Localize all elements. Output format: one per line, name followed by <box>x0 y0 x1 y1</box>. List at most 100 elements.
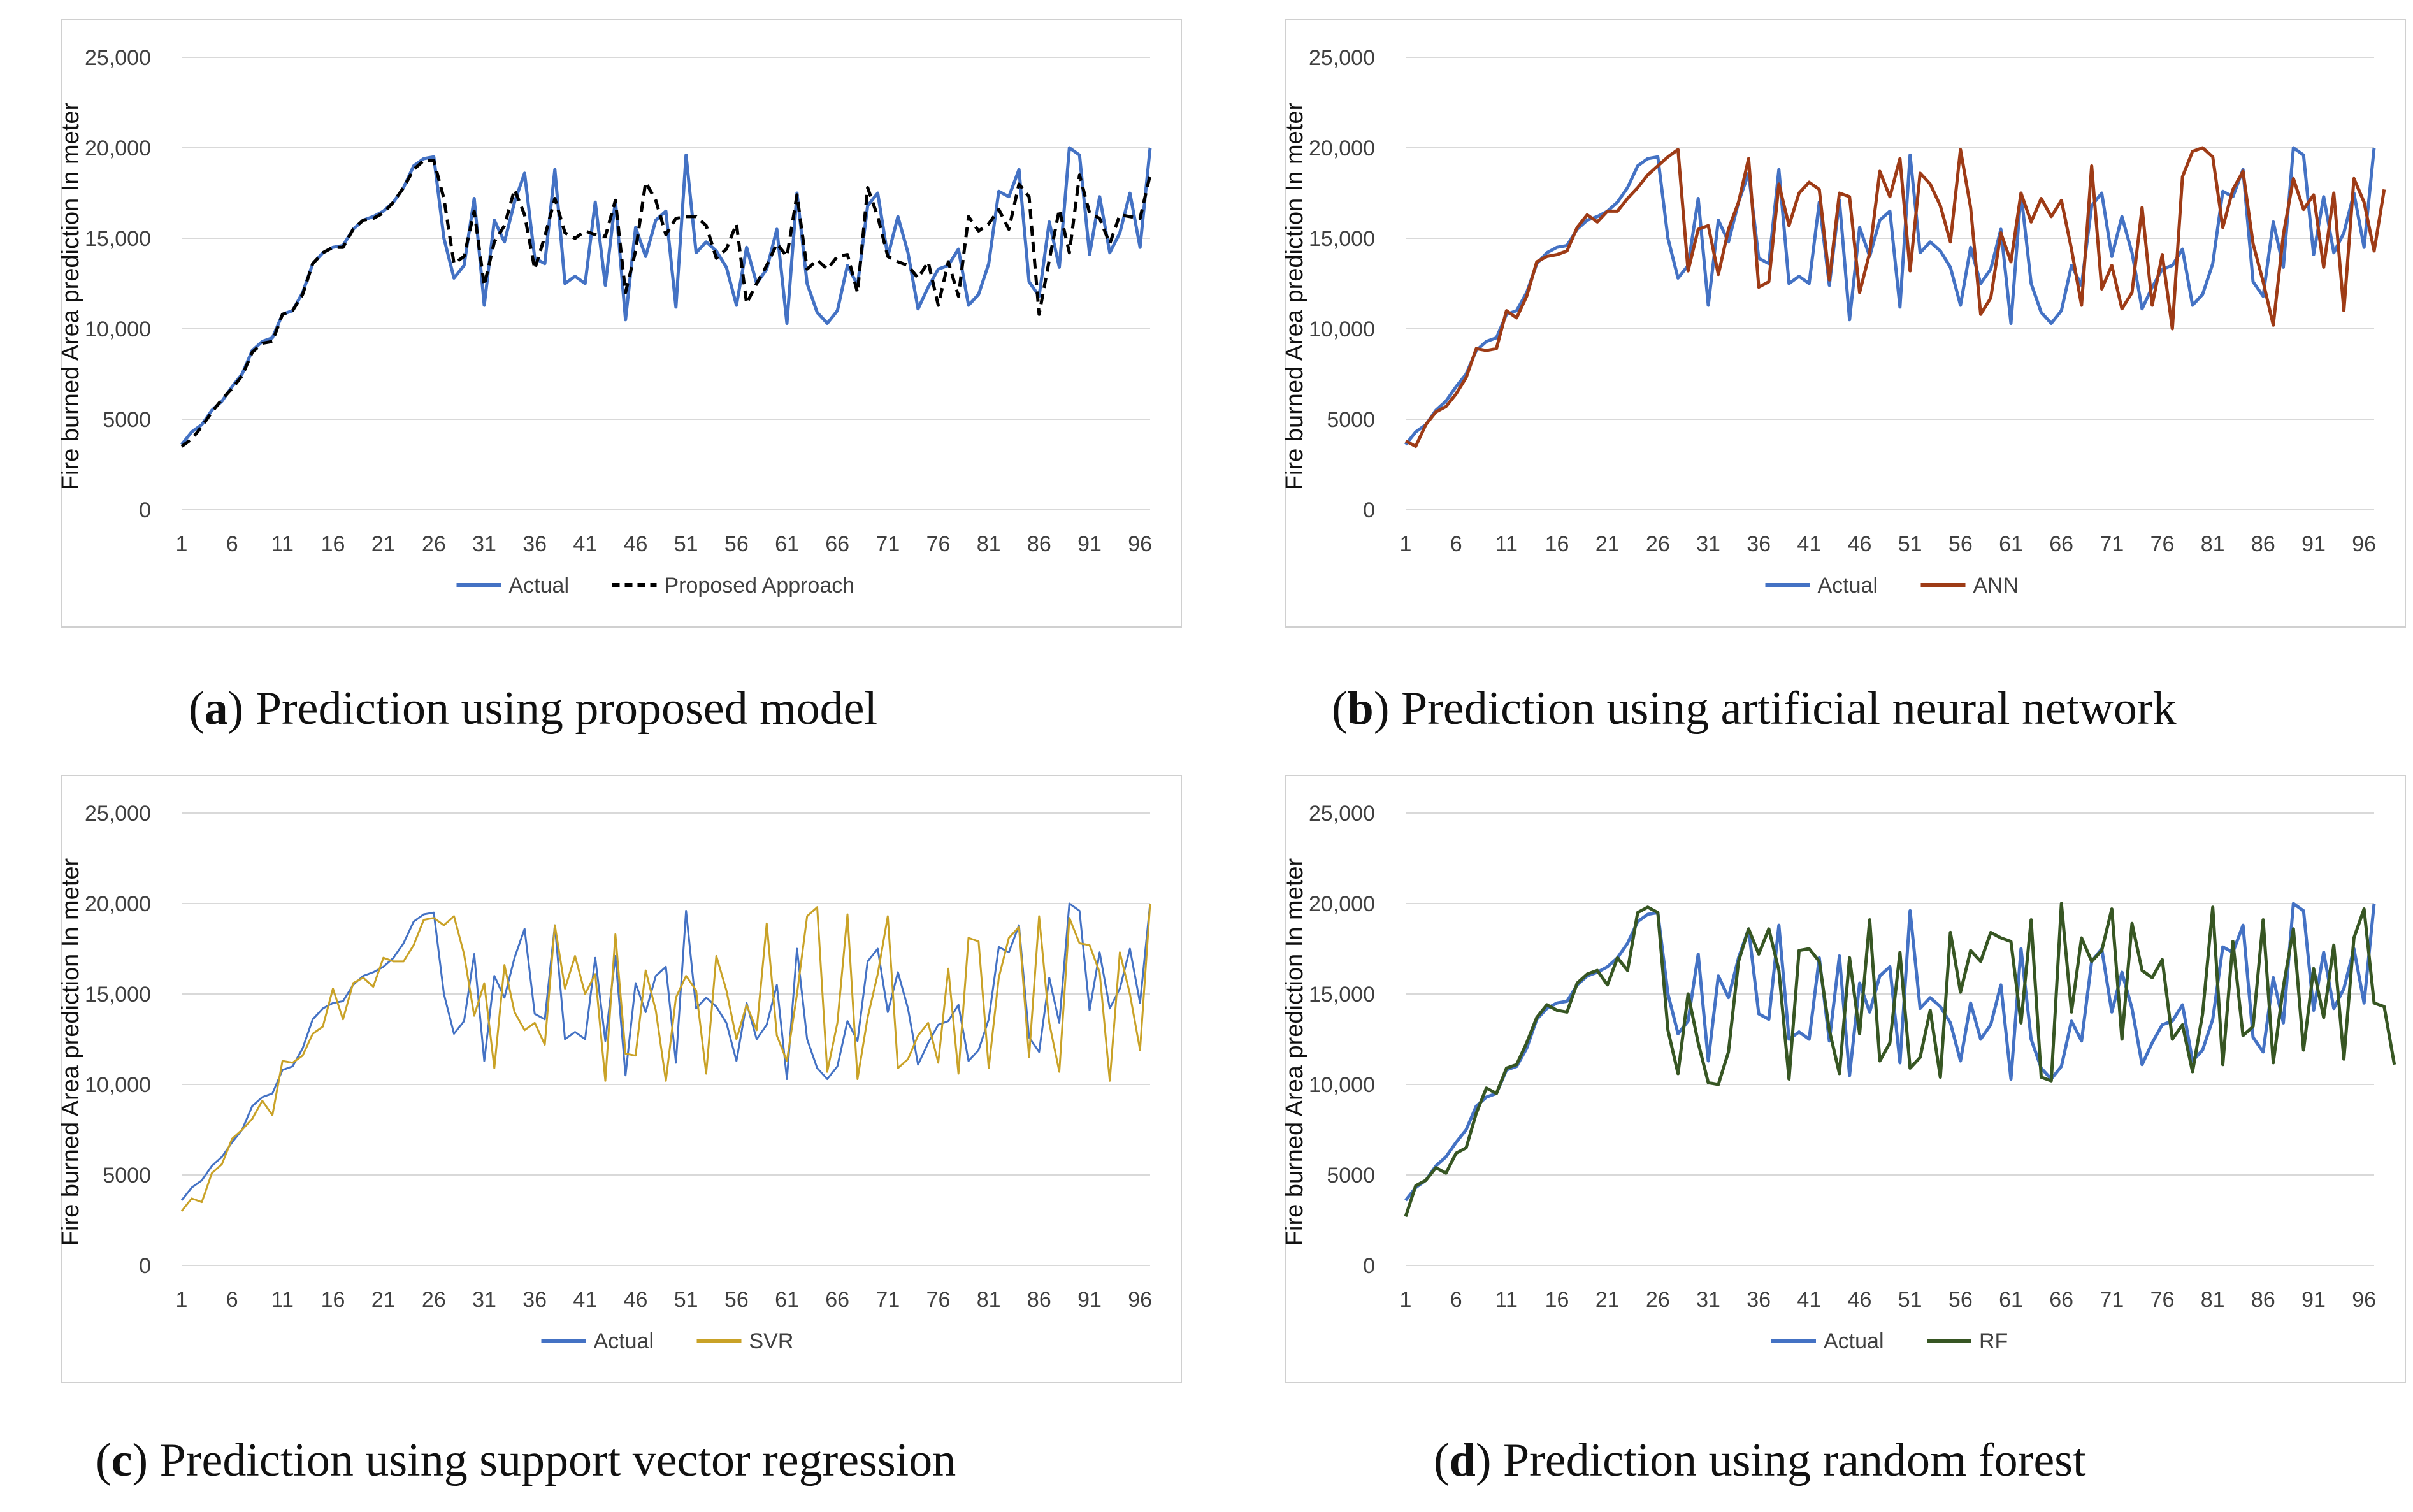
chart-panel-a: 0 5000 10,000 15,000 20,000 25,000 1 6 11 16 21 26 3… <box>61 19 1182 628</box>
x-tick-label: 6 <box>1450 1288 1462 1312</box>
x-tick-label: 61 <box>1999 1288 2023 1312</box>
x-tick-label: 11 <box>271 1288 294 1312</box>
series-line-svr <box>180 903 1151 1212</box>
x-tick-label: 21 <box>371 1288 396 1312</box>
y-tick-label: 20,000 <box>85 892 151 916</box>
x-tick-label: 56 <box>724 532 749 556</box>
y-tick-label: 0 <box>1363 498 1375 522</box>
series-line-actual <box>1404 146 2376 446</box>
y-tick-label: 5000 <box>103 408 151 432</box>
series-line-actual <box>180 902 1151 1201</box>
series-line-ann <box>1404 146 2386 449</box>
y-tick-label: 10,000 <box>85 1073 151 1097</box>
legend-item-rf: RF <box>1927 1329 2008 1353</box>
x-tick-label: 6 <box>226 1288 238 1312</box>
x-tick-label: 96 <box>1128 532 1152 556</box>
x-tick-label: 41 <box>1797 532 1821 556</box>
y-tick-label: 25,000 <box>85 802 151 826</box>
y-tick-label: 15,000 <box>85 983 151 1007</box>
x-tick-label: 31 <box>472 1288 496 1312</box>
x-tick-label: 41 <box>573 532 597 556</box>
x-tick-label: 76 <box>926 1288 951 1312</box>
x-tick-label: 51 <box>674 532 698 556</box>
x-tick-label: 81 <box>977 1288 1001 1312</box>
caption-c-letter: c <box>111 1434 133 1487</box>
chart-panel-b: 0 5000 10,000 15,000 20,000 25,000 1 6 11 16 21 26 3… <box>1285 19 2406 628</box>
legend-item-actual: Actual <box>456 573 570 598</box>
legend-label: Actual <box>1824 1329 1884 1353</box>
y-axis-label: Fire burned Area prediction In meter <box>1285 858 1308 1246</box>
x-tick-label: 81 <box>977 532 1001 556</box>
legend-label: Actual <box>509 573 570 598</box>
y-tick-label: 10,000 <box>85 317 151 342</box>
y-tick-label: 25,000 <box>85 46 151 70</box>
caption-c-text: Prediction using support vector regressi… <box>148 1434 956 1487</box>
x-tick-label: 56 <box>1948 532 1973 556</box>
x-tick-label: 86 <box>1027 532 1051 556</box>
x-tick-label: 66 <box>2049 1288 2073 1312</box>
legend-item-proposed-approach: Proposed Approach <box>612 573 855 598</box>
x-tick-label: 46 <box>1848 532 1872 556</box>
x-tick-label: 41 <box>573 1288 597 1312</box>
legend-label: ANN <box>1973 573 2019 598</box>
y-tick-label: 10,000 <box>1309 317 1375 342</box>
x-tick-label: 26 <box>422 1288 446 1312</box>
chart-panel-c: 0 5000 10,000 15,000 20,000 25,000 1 6 11 16 21 26 3… <box>61 775 1182 1383</box>
legend-item-svr: SVR <box>696 1329 794 1353</box>
x-tick-label: 56 <box>1948 1288 1973 1312</box>
x-tick-label: 96 <box>2352 1288 2376 1312</box>
x-tick-label: 81 <box>2201 1288 2225 1312</box>
x-tick-label: 91 <box>1077 1288 1102 1312</box>
x-tick-label: 1 <box>176 532 188 556</box>
x-tick-label: 41 <box>1797 1288 1821 1312</box>
series-line-actual <box>1404 902 2376 1202</box>
y-tick-label: 20,000 <box>1309 892 1375 916</box>
x-tick-label: 71 <box>875 1288 900 1312</box>
legend-item-ann: ANN <box>1920 573 2019 598</box>
caption-d-text: Prediction using random forest <box>1491 1434 2086 1487</box>
x-tick-label: 46 <box>624 532 648 556</box>
y-axis-label: Fire burned Area prediction In meter <box>61 103 84 491</box>
x-tick-label: 76 <box>926 532 951 556</box>
x-tick-label: 16 <box>1545 1288 1569 1312</box>
y-tick-label: 25,000 <box>1309 46 1375 70</box>
y-tick-label: 0 <box>139 1254 151 1278</box>
x-tick-label: 76 <box>2150 1288 2175 1312</box>
y-axis-label: Fire burned Area prediction In meter <box>61 858 84 1246</box>
x-tick-label: 26 <box>1646 1288 1670 1312</box>
x-tick-label: 71 <box>875 532 900 556</box>
x-tick-label: 21 <box>371 532 396 556</box>
legend-item-actual: Actual <box>541 1329 654 1353</box>
legend-label: SVR <box>749 1329 794 1353</box>
caption-c: (c) Prediction using support vector regr… <box>96 1434 956 1487</box>
chart-frame <box>61 19 1182 628</box>
x-tick-label: 66 <box>825 532 849 556</box>
y-tick-label: 15,000 <box>85 227 151 251</box>
y-tick-label: 10,000 <box>1309 1073 1375 1097</box>
series-line-proposed-approach <box>180 159 1152 448</box>
x-tick-label: 36 <box>1747 532 1771 556</box>
x-tick-label: 86 <box>2251 532 2275 556</box>
x-tick-label: 6 <box>226 532 238 556</box>
x-tick-label: 1 <box>1400 1288 1412 1312</box>
x-tick-label: 26 <box>1646 532 1670 556</box>
x-tick-label: 81 <box>2201 532 2225 556</box>
caption-a-letter: a <box>204 682 228 735</box>
y-tick-label: 25,000 <box>1309 802 1375 826</box>
y-tick-label: 15,000 <box>1309 983 1375 1007</box>
x-tick-label: 46 <box>624 1288 648 1312</box>
caption-a: (a) Prediction using proposed model <box>189 682 878 735</box>
x-tick-label: 61 <box>775 532 799 556</box>
x-tick-label: 91 <box>2301 1288 2326 1312</box>
y-tick-label: 5000 <box>1327 408 1375 432</box>
legend-label: Proposed Approach <box>665 573 855 598</box>
chart-frame <box>1285 775 2406 1383</box>
x-tick-label: 36 <box>522 532 547 556</box>
legend-label: Actual <box>1818 573 1878 598</box>
y-tick-label: 0 <box>139 498 151 522</box>
x-tick-label: 31 <box>1696 1288 1720 1312</box>
